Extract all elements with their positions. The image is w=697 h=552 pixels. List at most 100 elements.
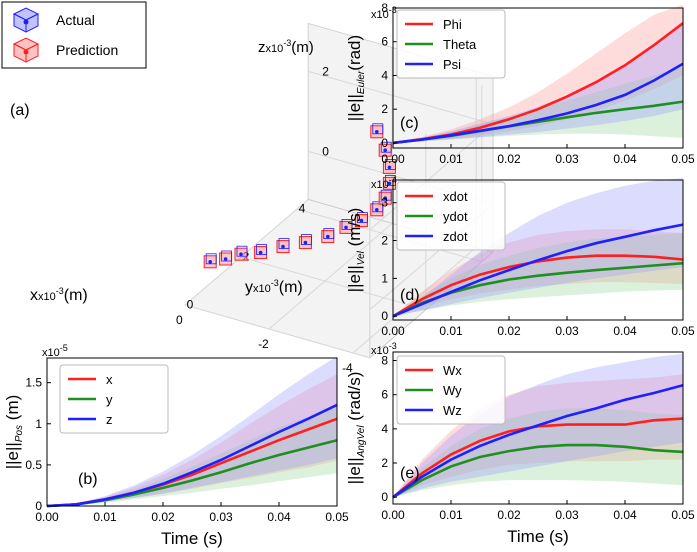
confidence-band-z	[47, 356, 337, 506]
y-tick-label: 4	[299, 202, 306, 216]
panel-b-position-error: 0.00 0.01 0.02 0.03 0.04 0.05 0 0.5 1 1.5 x10-5 ||e…	[3, 343, 349, 548]
trajectory-point	[359, 218, 364, 223]
legend-label-psi: Psi	[443, 57, 461, 72]
legend: xyz	[59, 364, 169, 434]
legend-box	[396, 181, 506, 251]
cube-center-dot	[23, 49, 29, 55]
x-tick-label: 0.00	[381, 152, 405, 166]
panel-label: (a)	[10, 102, 30, 119]
x-tick-label: 0.03	[555, 152, 579, 166]
grid-line	[268, 223, 393, 330]
grid-line	[308, 70, 494, 125]
y-tick-label: 1	[35, 417, 42, 431]
x-tick-label: 0.03	[209, 510, 233, 524]
actual-cube	[256, 244, 268, 256]
x-tick-label: -4	[342, 361, 353, 375]
x-axis-label: xx10-3(m)	[30, 286, 88, 304]
y-tick-label: 2	[381, 234, 388, 248]
legend-box	[396, 355, 506, 425]
y-tick-label: 0	[381, 136, 388, 150]
x-tick-label: 0.00	[381, 508, 405, 522]
x-tick-label: 0.03	[555, 508, 579, 522]
x-tick-label: 0.05	[671, 152, 695, 166]
x-tick-label: 0.02	[497, 324, 521, 338]
series-line-zdot	[392, 223, 684, 318]
x-tick-label: 0.00	[35, 510, 59, 524]
z-axis-label: zx10-3(m)	[258, 38, 314, 56]
confidence-band-xdot	[393, 229, 683, 317]
legend-box	[396, 9, 506, 79]
legend: Phi Theta Psi	[396, 9, 506, 79]
y-tick-label: 2	[381, 102, 388, 116]
series-line-wz	[392, 384, 684, 499]
y-axis-label: yx10-3(m)	[245, 278, 303, 296]
actual-cube	[356, 212, 368, 224]
plot-frame	[392, 7, 684, 149]
confidence-band-y	[47, 407, 337, 506]
y-tick-label: 0	[381, 309, 388, 323]
x-tick-label: 0	[176, 313, 183, 327]
trajectory-point	[387, 165, 392, 170]
x-tick-label: 0.02	[497, 152, 521, 166]
legend-label-actual: Actual	[56, 12, 95, 28]
cube-right-face	[25, 13, 39, 33]
confidence-band-zdot	[393, 178, 683, 317]
trajectory-point	[383, 148, 388, 152]
confidence-band-wy	[393, 408, 683, 498]
legend-label-prediction: Prediction	[56, 42, 118, 58]
confidence-band-x	[47, 374, 337, 506]
actual-cube	[372, 201, 384, 213]
y-tick-label: 0	[381, 490, 388, 504]
series-line-z	[46, 403, 338, 508]
x-tick-label: 0.01	[439, 324, 463, 338]
y-tick-label: 6	[381, 35, 388, 49]
legend-label-zdot: zdot	[443, 229, 468, 244]
x-tick-label: -2	[258, 337, 269, 351]
legend-label-theta: Theta	[443, 37, 477, 52]
trajectory-point	[344, 225, 348, 230]
trajectory-point	[258, 250, 263, 255]
panel-a-3d-trajectory: -4 -2 0 0 2 4 0 2 xx10-3(m) yx10-3(m) zx10-3(m) (a)…	[1, 1, 494, 375]
cube-icon	[12, 7, 40, 33]
actual-cube	[380, 141, 392, 153]
legend: Actual Prediction	[1, 1, 147, 69]
trajectory-point	[281, 244, 285, 249]
panel-e-angular-velocity-error: 0.00 0.01 0.02 0.03 0.04 0.0502468x10-3||e||A…	[345, 341, 695, 546]
y-tick-label: 3	[381, 196, 388, 210]
legend-label-z: z	[106, 412, 113, 427]
y-tick-label: 1.5	[25, 376, 42, 390]
cube-icon	[12, 37, 40, 63]
grid-line	[184, 304, 370, 359]
actual-cube	[278, 238, 290, 250]
x-tick-label: 0.05	[671, 324, 695, 338]
actual-cube	[323, 228, 335, 240]
legend-label-ydot: ydot	[443, 209, 468, 224]
actual-cube	[221, 250, 233, 262]
x-tick-label: 0.05	[671, 508, 695, 522]
actual-cube	[372, 123, 384, 135]
x-axis-label: Time (s)	[507, 527, 569, 546]
grid-line	[352, 247, 477, 354]
z-tick-label: 0	[322, 144, 329, 158]
y-tick-label: 1	[381, 271, 388, 285]
legend-label-wx: Wx	[443, 363, 462, 378]
x-tick-label: 0.03	[555, 324, 579, 338]
actual-cube	[380, 189, 392, 201]
trajectory-point	[375, 208, 379, 212]
x-tick-label: 0.05	[325, 510, 349, 524]
y-tick-label: 4	[381, 422, 388, 436]
y-axis-label: ||e||Euler(rad)	[345, 35, 367, 121]
trajectory-point	[208, 260, 212, 264]
y-tick-label: 2	[381, 456, 388, 470]
actual-cube	[384, 158, 396, 170]
plot-frame	[392, 351, 684, 505]
x-tick-label: 0.02	[497, 508, 521, 522]
series-line-wy	[392, 443, 684, 499]
legend-label-xdot: xdot	[443, 189, 468, 204]
actual-cube	[341, 218, 353, 230]
y-tick-label: 0.5	[25, 458, 42, 472]
trajectory-point	[223, 257, 228, 261]
trajectory-point	[383, 196, 388, 200]
plot-frame	[392, 179, 684, 321]
y-axis-label: ||e||Vel (m/s)	[345, 208, 367, 293]
